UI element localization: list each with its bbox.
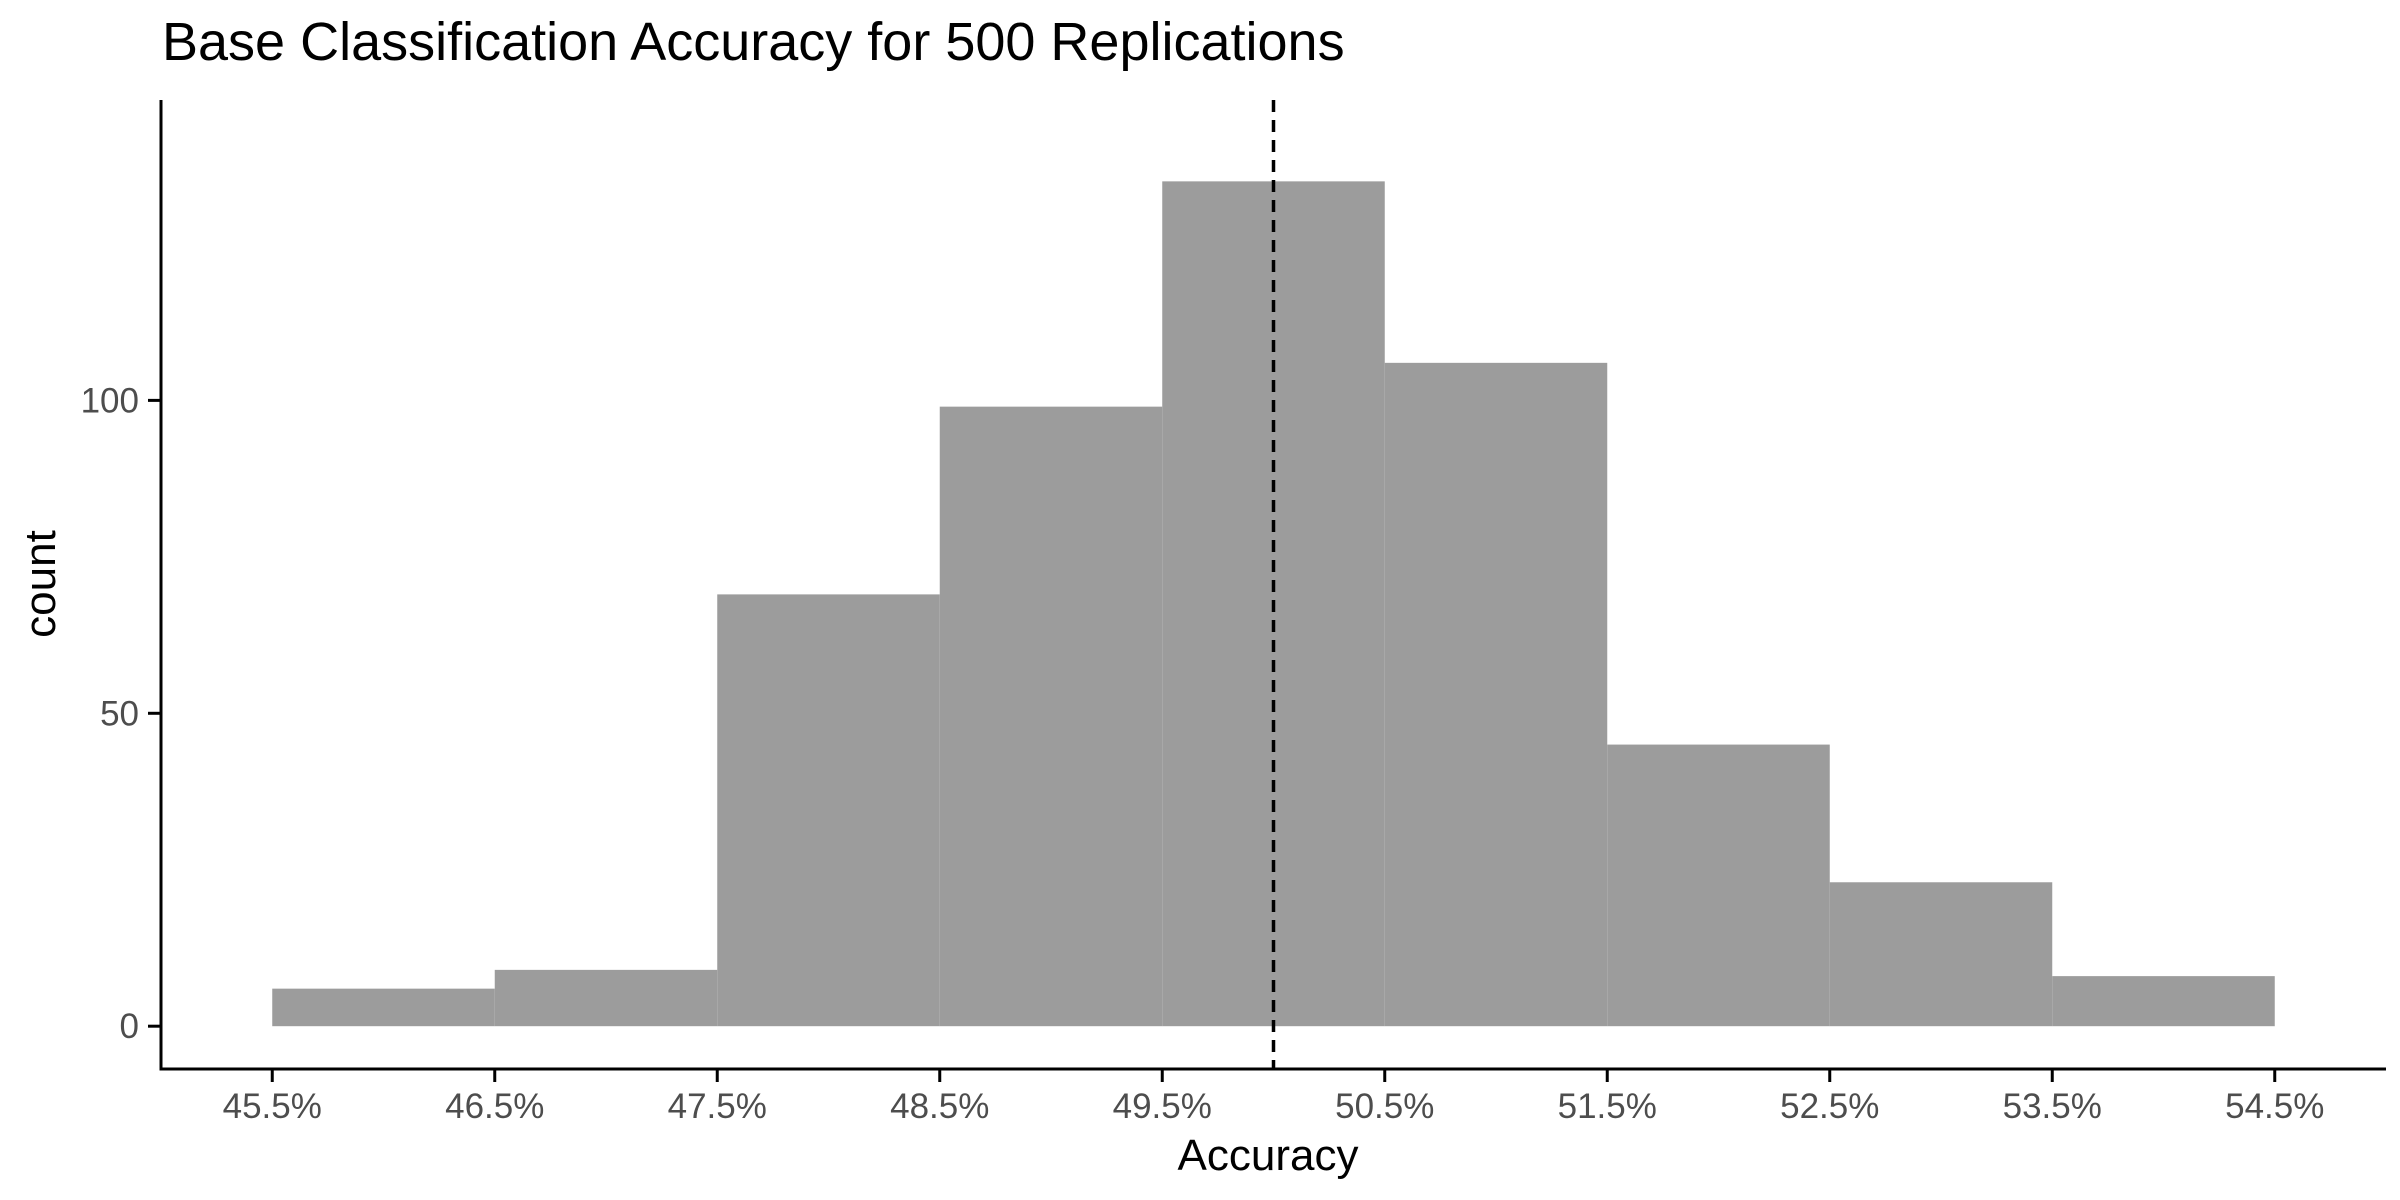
x-tick-label: 54.5%	[2225, 1087, 2324, 1126]
y-tick-label: 50	[100, 694, 139, 733]
x-tick-label: 51.5%	[1558, 1087, 1657, 1126]
histogram-bar	[939, 406, 1163, 1027]
histogram-bar	[1829, 882, 2053, 1027]
y-axis-title: count	[16, 530, 65, 638]
x-tick-label: 48.5%	[890, 1087, 989, 1126]
y-tick-label: 100	[81, 381, 139, 420]
x-tick-label: 50.5%	[1335, 1087, 1434, 1126]
x-axis-title: Accuracy	[1178, 1131, 1359, 1180]
y-tick-label: 0	[120, 1007, 139, 1046]
x-tick-label: 52.5%	[1780, 1087, 1879, 1126]
histogram-bar	[494, 969, 718, 1027]
x-tick-label: 53.5%	[2003, 1087, 2102, 1126]
histogram-bar	[717, 594, 940, 1027]
y-axis-ticks: 0 50 100	[81, 381, 161, 1046]
histogram-bar	[1607, 744, 1830, 1027]
histogram-bar	[272, 988, 495, 1027]
histogram-bar	[2052, 976, 2275, 1027]
x-tick-label: 45.5%	[223, 1087, 322, 1126]
x-tick-label: 46.5%	[445, 1087, 544, 1126]
histogram-bar	[1384, 362, 1608, 1027]
x-tick-label: 47.5%	[668, 1087, 767, 1126]
x-axis-ticks: 45.5% 46.5% 47.5% 48.5% 49.5% 50.5% 51.5% 52.5%…	[223, 1069, 2324, 1126]
chart-title: Base Classification Accuracy for 500 Rep…	[162, 12, 1345, 72]
x-tick-label: 49.5%	[1113, 1087, 1212, 1126]
